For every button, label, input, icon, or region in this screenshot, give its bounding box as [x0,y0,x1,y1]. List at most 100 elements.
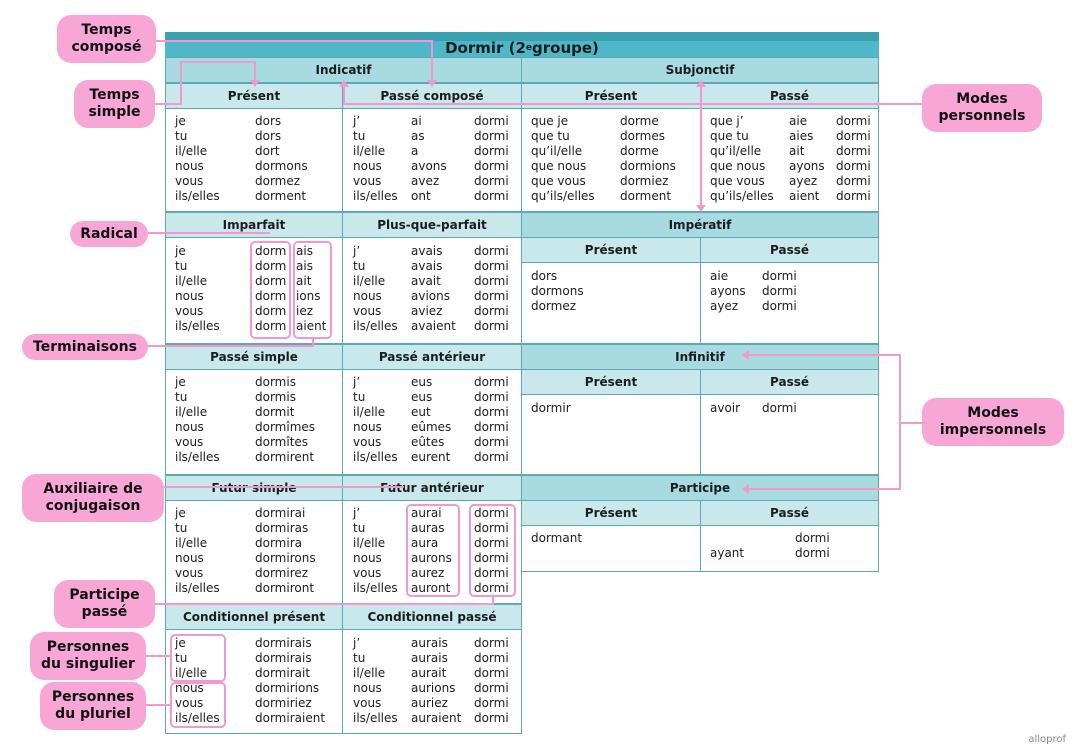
part-passe-pp2: dormi [795,546,830,560]
cell: tu [175,390,188,404]
line-participe-passe [155,597,494,605]
cell: dormi [474,319,509,333]
arrow-temps-simple [250,80,260,87]
box-passe-compose [342,108,522,212]
cell: dormes [620,129,666,143]
cell: dormi [836,159,871,173]
cell: dormiez [620,174,669,188]
tense-plus-que-parfait: Plus-que-parfait [342,212,522,238]
part-passe-aux: ayant [710,546,745,560]
cell: eurent [411,450,451,464]
cell: dormi [474,390,509,404]
subj-passe-aux: aie aies ait ayons ayez aient [789,114,825,204]
cell: dorme [620,114,659,128]
cell: dormi [474,636,509,650]
highlight-radical [250,241,291,339]
cell: ils/elles [175,189,220,203]
cell: dormi [474,666,509,680]
arrow-temps-compose [427,80,437,87]
cell: nous [353,551,382,565]
passe-simple-pronouns: je tu il/elle nous vous ils/elles [175,375,220,465]
cell: aurait [411,666,447,680]
cell: eûmes [411,420,452,434]
cell: dormi [474,435,509,449]
inf-present-form: dormir [531,401,571,415]
highlight-pluriel [170,682,226,728]
cell: ont [411,189,431,203]
cell: eus [411,375,433,389]
cell: avons [411,159,447,173]
cell: tu [353,651,366,665]
cell: dormi [836,189,871,203]
cell: ils/elles [353,189,398,203]
cell: dormi [474,304,509,318]
cell: il/elle [175,274,208,288]
part-passe-pp: dormi [795,531,830,545]
cell: tu [175,129,188,143]
arrow-infinitif [742,350,749,360]
cell: je [175,506,186,520]
cell: dormi [474,696,509,710]
cell: dorm [255,244,287,258]
cell: tu [353,259,366,273]
cell: que j’ [710,114,744,128]
cell: ils/elles [175,450,220,464]
cell: aura [411,536,439,550]
cell: dormi [474,174,509,188]
chart-title: Dormir (2 e groupe) [445,38,599,57]
cell: il/elle [175,144,208,158]
subj-present-pronouns: que je que tu qu’il/elle que nous que vous qu… [531,114,595,204]
cell: dorme [620,144,659,158]
brand-logo-text: alloprof [1028,734,1066,745]
cond-passe-aux: aurais aurais aurait aurions auriez auraient [411,636,461,726]
highlight-terminaisons [293,241,332,339]
cell: eûtes [411,435,445,449]
cell: iez [296,304,314,318]
cell: dors [531,269,558,283]
cell: dormi [474,450,509,464]
cell: dors [255,114,282,128]
box-inf-passe [700,394,879,475]
callout-radical: Radical [70,221,148,247]
cell: aurez [411,566,445,580]
arrow-participe [742,484,749,494]
cell: j’ [353,244,361,258]
futur-anterieur-pp: dormi dormi dormi dormi dormi dormi [474,506,509,596]
pqp-pp: dormi dormi dormi dormi dormi dormi [474,244,509,334]
present-pronouns: je tu il/elle nous vous ils/elles [175,114,220,204]
cell: dormi [836,144,871,158]
cell: dormi [474,651,509,665]
cell: dors [255,129,282,143]
cell: aurais [411,651,448,665]
cell: que vous [531,174,586,188]
title-bar [165,32,879,57]
cell: dormiraient [255,711,326,725]
cell: j’ [353,636,361,650]
box-plus-que-parfait [342,237,522,344]
cell: dormi [474,711,509,725]
highlight-auxiliaire [406,504,460,597]
tense-part-passe: Passé [700,500,879,526]
callout-temps-compose: Temps composé [57,15,156,63]
cell: avait [411,274,441,288]
cell: vous [175,174,204,188]
cell: que nous [531,159,587,173]
line-temps-compose [155,40,433,80]
cell: qu’ils/elles [531,189,595,203]
cell: dormîtes [255,435,309,449]
cell: dorm [255,274,287,288]
cell: aie [710,269,729,283]
cell: il/elle [353,666,386,680]
callout-terminaisons: Terminaisons [22,334,148,360]
box-inf-present [521,394,701,475]
futur-anterieur-aux: aurai auras aura aurons aurez auront [411,506,452,596]
cell: vous [353,304,382,318]
imp-passe-pp: dormi dormi dormi [762,269,797,314]
cell: auras [411,521,445,535]
passe-compose-aux: ai as a avons avez ont [411,114,447,204]
cell: ils/elles [353,450,398,464]
cell: eus [411,390,433,404]
cell: nous [353,681,382,695]
cell: dormi [474,521,509,535]
cell: dormiront [255,581,315,595]
